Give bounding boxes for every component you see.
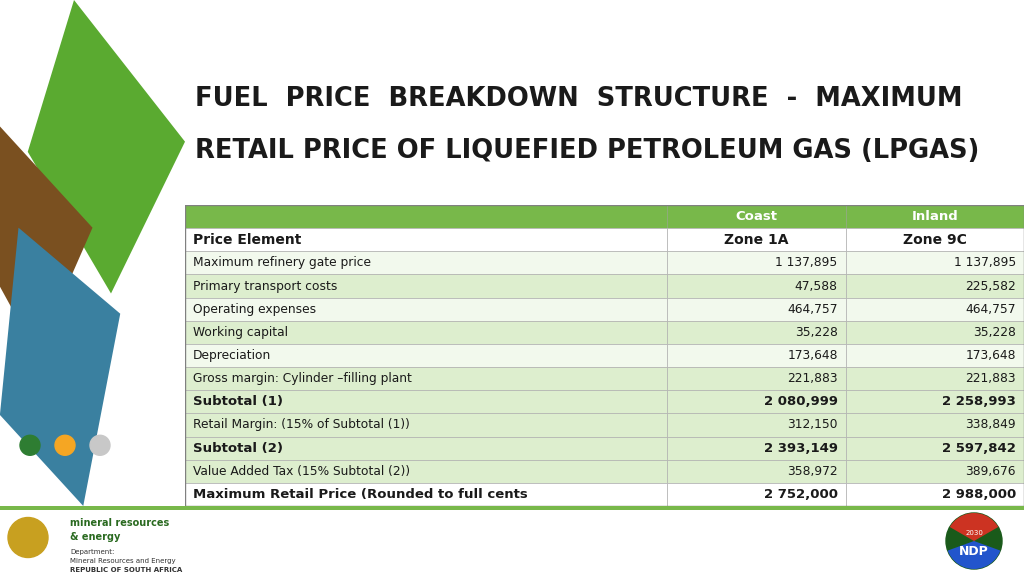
- Text: Price Element: Price Element: [193, 233, 301, 247]
- Circle shape: [55, 435, 75, 455]
- Bar: [185, 274, 668, 298]
- Bar: [846, 460, 1024, 483]
- Bar: [846, 390, 1024, 414]
- Text: Gross margin: Cylinder –filling plant: Gross margin: Cylinder –filling plant: [193, 372, 412, 385]
- Text: Subtotal (2): Subtotal (2): [193, 442, 283, 454]
- Bar: [668, 390, 846, 414]
- Text: 173,648: 173,648: [787, 349, 838, 362]
- Bar: [185, 390, 668, 414]
- Bar: [668, 228, 846, 251]
- Text: 2 597,842: 2 597,842: [942, 442, 1016, 454]
- Text: 35,228: 35,228: [795, 326, 838, 339]
- Text: REPUBLIC OF SOUTH AFRICA: REPUBLIC OF SOUTH AFRICA: [70, 567, 182, 574]
- Bar: [185, 460, 668, 483]
- Bar: [668, 274, 846, 298]
- Bar: [185, 205, 668, 228]
- Bar: [185, 437, 668, 460]
- Polygon shape: [0, 228, 120, 506]
- Text: 2 258,993: 2 258,993: [942, 395, 1016, 408]
- Bar: [185, 414, 668, 437]
- Text: 2 988,000: 2 988,000: [942, 488, 1016, 501]
- Bar: [185, 321, 668, 344]
- Bar: [846, 298, 1024, 321]
- Text: Maximum refinery gate price: Maximum refinery gate price: [193, 256, 371, 270]
- Text: Zone 9C: Zone 9C: [903, 233, 967, 247]
- Circle shape: [946, 513, 1002, 569]
- Bar: [846, 437, 1024, 460]
- Text: 389,676: 389,676: [966, 465, 1016, 478]
- Text: Coast: Coast: [735, 210, 777, 223]
- Text: 464,757: 464,757: [966, 303, 1016, 316]
- Bar: [185, 298, 668, 321]
- Text: Inland: Inland: [911, 210, 958, 223]
- Text: Value Added Tax (15% Subtotal (2)): Value Added Tax (15% Subtotal (2)): [193, 465, 411, 478]
- Bar: [668, 321, 846, 344]
- Text: Primary transport costs: Primary transport costs: [193, 279, 337, 293]
- Circle shape: [8, 517, 48, 558]
- Text: 1 137,895: 1 137,895: [953, 256, 1016, 270]
- Text: RETAIL PRICE OF LIQUEFIED PETROLEUM GAS (LPGAS): RETAIL PRICE OF LIQUEFIED PETROLEUM GAS …: [195, 138, 979, 164]
- Bar: [668, 298, 846, 321]
- Text: Retail Margin: (15% of Subtotal (1)): Retail Margin: (15% of Subtotal (1)): [193, 418, 410, 431]
- Bar: [668, 414, 846, 437]
- Text: 312,150: 312,150: [787, 418, 838, 431]
- Text: Operating expenses: Operating expenses: [193, 303, 316, 316]
- Bar: [846, 251, 1024, 274]
- Text: 35,228: 35,228: [973, 326, 1016, 339]
- Text: 338,849: 338,849: [966, 418, 1016, 431]
- Text: Maximum Retail Price (Rounded to full cents: Maximum Retail Price (Rounded to full ce…: [193, 488, 527, 501]
- Text: & energy: & energy: [70, 532, 121, 541]
- Bar: [668, 460, 846, 483]
- Bar: [846, 205, 1024, 228]
- Text: 173,648: 173,648: [966, 349, 1016, 362]
- Bar: [846, 321, 1024, 344]
- Text: 2 080,999: 2 080,999: [764, 395, 838, 408]
- Bar: [846, 483, 1024, 506]
- Text: 2 393,149: 2 393,149: [764, 442, 838, 454]
- Text: 225,582: 225,582: [966, 279, 1016, 293]
- Text: NDP: NDP: [959, 545, 989, 558]
- Polygon shape: [28, 0, 185, 294]
- Text: FUEL  PRICE  BREAKDOWN  STRUCTURE  -  MAXIMUM: FUEL PRICE BREAKDOWN STRUCTURE - MAXIMUM: [195, 86, 963, 112]
- Text: mineral resources: mineral resources: [70, 518, 169, 528]
- Bar: [668, 483, 846, 506]
- Text: Subtotal (1): Subtotal (1): [193, 395, 283, 408]
- Bar: [846, 367, 1024, 390]
- Bar: [185, 367, 668, 390]
- Polygon shape: [0, 127, 92, 354]
- Bar: [846, 274, 1024, 298]
- Text: Depreciation: Depreciation: [193, 349, 271, 362]
- Circle shape: [20, 435, 40, 455]
- Bar: [668, 205, 846, 228]
- Text: Department:: Department:: [70, 548, 115, 555]
- Bar: [846, 414, 1024, 437]
- Bar: [668, 344, 846, 367]
- Text: 221,883: 221,883: [787, 372, 838, 385]
- Bar: [846, 344, 1024, 367]
- Text: 221,883: 221,883: [966, 372, 1016, 385]
- Bar: [668, 251, 846, 274]
- Text: 358,972: 358,972: [787, 465, 838, 478]
- Text: 464,757: 464,757: [787, 303, 838, 316]
- Text: Zone 1A: Zone 1A: [724, 233, 788, 247]
- Wedge shape: [947, 541, 1000, 569]
- Wedge shape: [949, 513, 998, 541]
- Text: 47,588: 47,588: [795, 279, 838, 293]
- Bar: [846, 228, 1024, 251]
- Text: 2030: 2030: [965, 529, 983, 536]
- Bar: [0, 506, 1024, 510]
- Bar: [668, 437, 846, 460]
- Bar: [185, 483, 668, 506]
- Bar: [185, 251, 668, 274]
- Bar: [668, 367, 846, 390]
- Bar: [185, 228, 668, 251]
- Text: Working capital: Working capital: [193, 326, 288, 339]
- Bar: [185, 344, 668, 367]
- Text: 1 137,895: 1 137,895: [775, 256, 838, 270]
- Text: 2 752,000: 2 752,000: [764, 488, 838, 501]
- Circle shape: [90, 435, 110, 455]
- Text: Mineral Resources and Energy: Mineral Resources and Energy: [70, 558, 176, 564]
